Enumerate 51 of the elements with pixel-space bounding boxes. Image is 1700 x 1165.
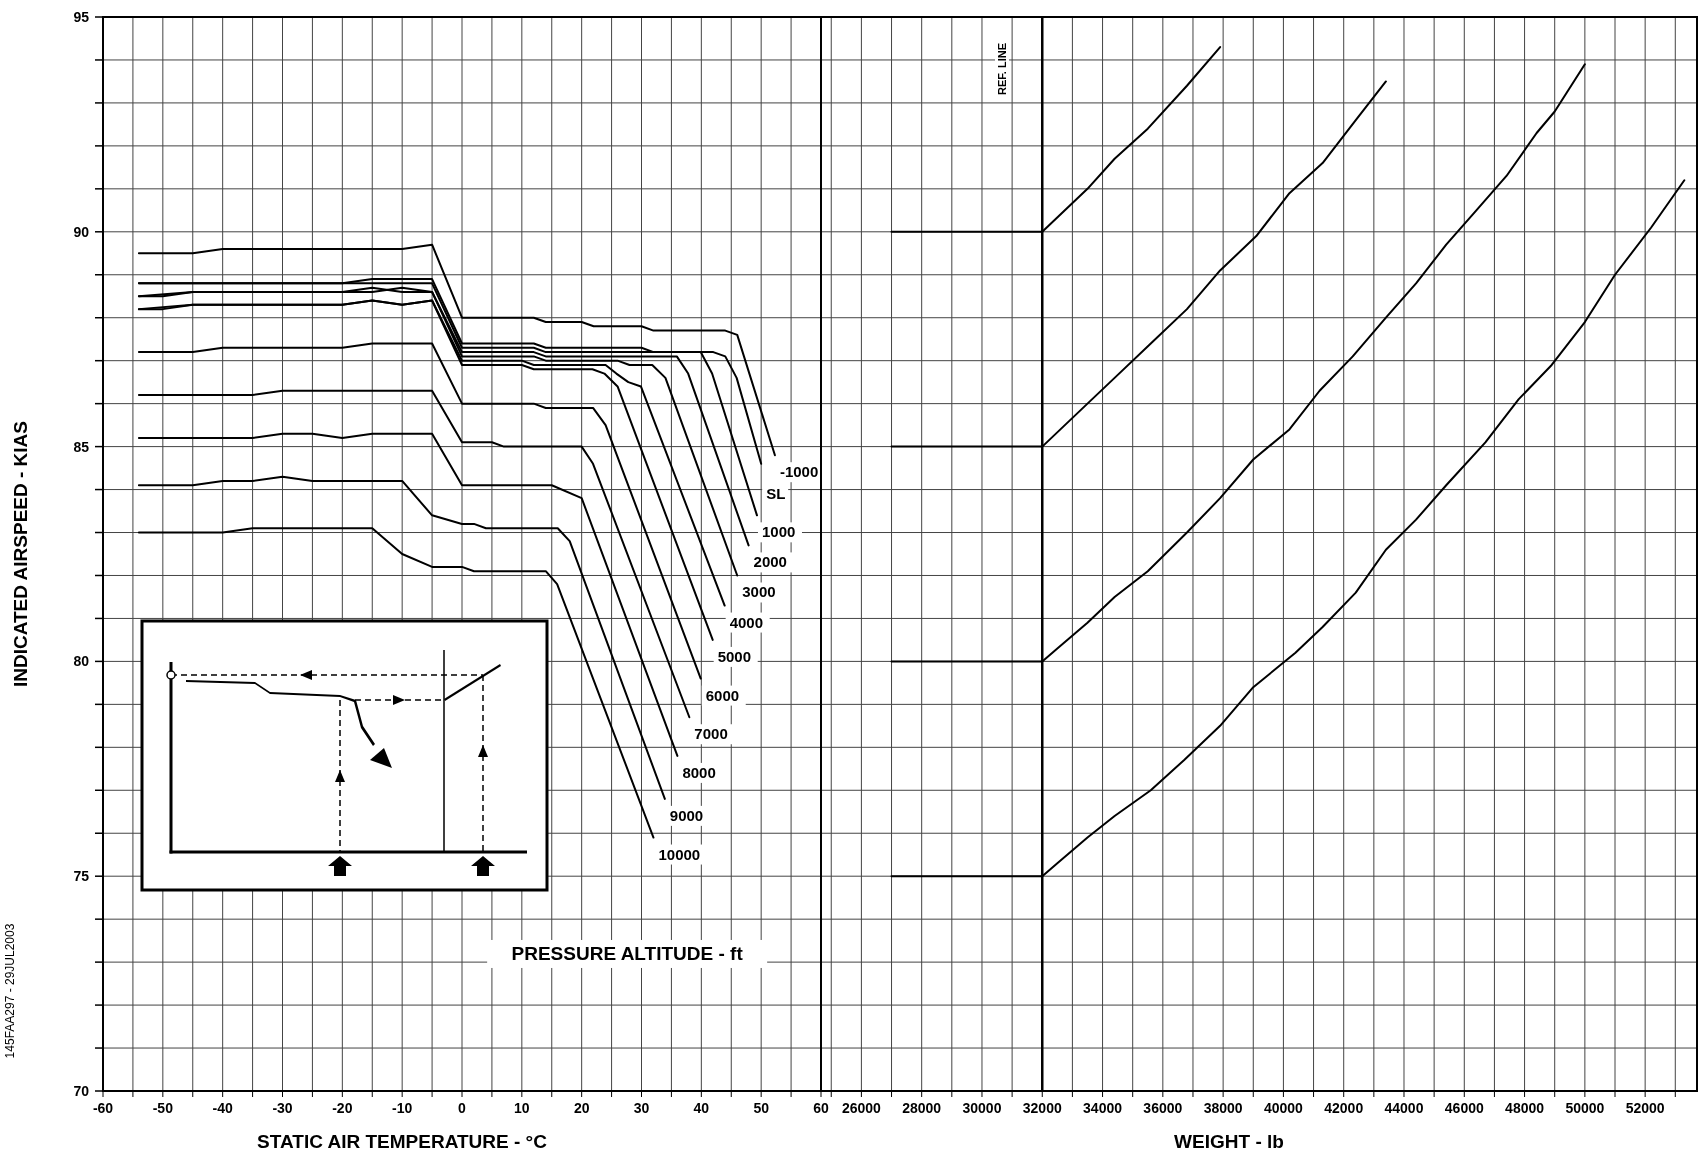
- series-label: 4000: [729, 613, 764, 631]
- x-tick-label: 38000: [1203, 1100, 1243, 1116]
- y-tick-label: 95: [73, 9, 90, 25]
- series-label: 7000: [694, 725, 728, 743]
- series-label: 6000: [705, 686, 740, 704]
- series-label: 5000: [717, 647, 752, 665]
- x-tick-label: 48000: [1505, 1100, 1545, 1116]
- x-tick-label: 40000: [1263, 1100, 1304, 1116]
- x-tick-label: 34000: [1083, 1100, 1123, 1116]
- y-tick-label: 90: [73, 223, 90, 240]
- x-tick-label: 0: [458, 1100, 467, 1116]
- x-tick-label: 32000: [1022, 1100, 1062, 1116]
- x-axis-title: WEIGHT - lb: [1174, 1131, 1284, 1152]
- x-tick-label: 40: [693, 1100, 710, 1116]
- series-label: SL: [766, 485, 786, 503]
- x-tick-label: 42000: [1324, 1100, 1364, 1116]
- series-label: 3000: [742, 583, 776, 601]
- x-tick-label: 28000: [902, 1100, 942, 1116]
- series-label: 1000: [761, 523, 796, 541]
- x-tick-label: 30: [633, 1100, 650, 1116]
- x-tick-label: 50: [753, 1100, 770, 1116]
- x-tick-label: 30000: [962, 1100, 1002, 1116]
- y-axis-title: INDICATED AIRSPEED - KIAS: [10, 420, 31, 688]
- y-tick-label: 85: [73, 438, 90, 455]
- x-tick-label: -10: [392, 1100, 413, 1116]
- x-tick-label: 60: [813, 1100, 829, 1116]
- x-tick-label: -60: [92, 1100, 114, 1116]
- x-tick-label: -20: [332, 1100, 353, 1116]
- series-label: 9000: [669, 806, 704, 824]
- series-label: 10000: [658, 845, 701, 863]
- annotation: PRESSURE ALTITUDE - ft: [511, 942, 744, 964]
- x-tick-label: 26000: [841, 1100, 882, 1116]
- y-tick-label: 70: [73, 1083, 90, 1099]
- series-label: 8000: [682, 763, 716, 781]
- x-tick-label: 44000: [1384, 1100, 1424, 1116]
- x-tick-label: -50: [152, 1100, 174, 1116]
- x-tick-label: 36000: [1143, 1100, 1183, 1116]
- x-tick-label: 20: [573, 1100, 590, 1116]
- x-tick-label: 52000: [1625, 1100, 1665, 1116]
- text: 145FAA297 - 29JUL2003: [3, 923, 17, 1059]
- ref-line-label: REF. LINE: [996, 43, 1009, 95]
- x-tick-label: 10: [514, 1100, 530, 1116]
- series-label: -1000: [779, 463, 819, 481]
- x-tick-label: 50000: [1565, 1100, 1605, 1116]
- y-tick-label: 80: [73, 653, 90, 670]
- x-tick-label: -40: [212, 1100, 233, 1116]
- x-tick-label: -30: [272, 1100, 293, 1116]
- x-axis-title: STATIC AIR TEMPERATURE - °C: [257, 1131, 548, 1152]
- series-label: 2000: [753, 553, 787, 571]
- x-tick-label: 46000: [1444, 1100, 1484, 1116]
- y-tick-label: 75: [73, 868, 90, 885]
